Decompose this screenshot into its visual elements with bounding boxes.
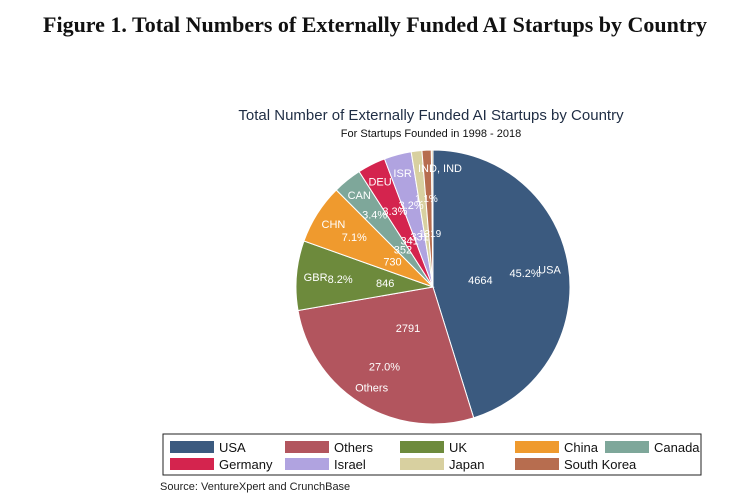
crowded-count-labels: 1319	[419, 229, 442, 240]
legend-swatch-others	[285, 441, 329, 453]
legend-label-isr: Israel	[334, 457, 366, 472]
slice-pct-deu: 3.3%	[382, 206, 407, 218]
slice-count-usa: 4664	[468, 275, 492, 287]
legend-swatch-chn	[515, 441, 559, 453]
legend-label-gbr: UK	[449, 440, 467, 455]
slice-count-gbr: 846	[376, 278, 394, 290]
slice-count-others: 2791	[396, 323, 420, 335]
chart-subtitle: For Startups Founded in 1998 - 2018	[341, 128, 521, 140]
pie-slice-usa	[432, 149, 571, 419]
legend-label-jpn: Japan	[449, 457, 484, 472]
legend-swatch-can	[605, 441, 649, 453]
slice-code-usa: USA	[538, 264, 561, 276]
slice-code-chn: CHN	[322, 219, 346, 231]
legend-swatch-kor	[515, 458, 559, 470]
slice-code-gbr: GBR	[304, 272, 328, 284]
slice-code-deu: DEU	[368, 177, 391, 189]
legend-label-chn: China	[564, 440, 599, 455]
legend-swatch-isr	[285, 458, 329, 470]
chart-title: Total Number of Externally Funded AI Sta…	[238, 107, 624, 124]
slice-code-isr: ISR	[393, 168, 411, 180]
crowded-code-labels: IND, IND	[418, 163, 462, 175]
legend-label-can: Canada	[654, 440, 700, 455]
legend-swatch-gbr	[400, 441, 444, 453]
slice-code-can: CAN	[348, 190, 371, 202]
source-note: Source: VentureXpert and CrunchBase	[160, 481, 351, 493]
legend-label-others: Others	[334, 440, 374, 455]
slice-pct-can: 3.4%	[362, 209, 387, 221]
legend-label-deu: Germany	[219, 457, 273, 472]
legend-swatch-usa	[170, 441, 214, 453]
slice-pct-chn: 7.1%	[342, 232, 367, 244]
slice-count-deu: 341	[400, 235, 418, 247]
slice-count-isr: 331	[410, 232, 428, 244]
slice-pct-others: 27.0%	[369, 362, 400, 374]
pie-slice-ind	[430, 149, 434, 288]
legend-swatch-deu	[170, 458, 214, 470]
slice-pct-isr: 3.2%	[399, 200, 424, 212]
crowded-pct-labels: 1.1%	[415, 194, 438, 205]
legend-label-kor: South Korea	[564, 457, 637, 472]
slice-count-chn: 730	[383, 256, 401, 268]
legend-swatch-jpn	[400, 458, 444, 470]
slice-count-can: 352	[394, 245, 412, 257]
slice-pct-usa: 45.2%	[510, 268, 541, 280]
legend-label-usa: USA	[219, 440, 246, 455]
slice-code-others: Others	[355, 383, 389, 395]
slice-pct-gbr: 8.2%	[328, 274, 353, 286]
figure-heading: Figure 1. Total Numbers of Externally Fu…	[43, 12, 707, 37]
pie-slice-others	[297, 286, 475, 425]
